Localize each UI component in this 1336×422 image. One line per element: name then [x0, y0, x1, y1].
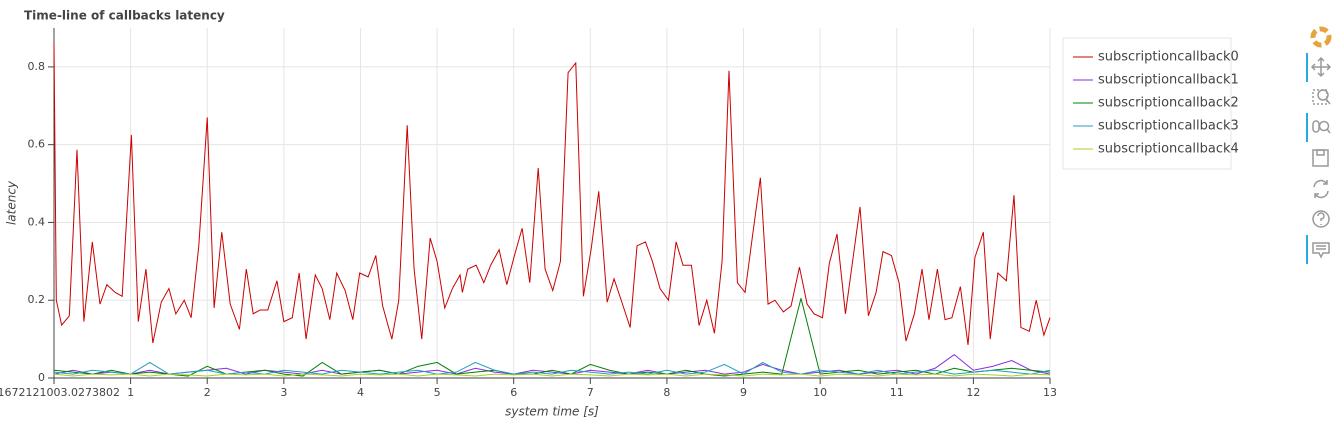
- x-tick-label: 4: [357, 386, 364, 399]
- y-tick-label: 0: [38, 371, 45, 384]
- x-tick-label: 7: [587, 386, 594, 399]
- legend-label: subscriptioncallback1: [1098, 73, 1239, 88]
- series-line: [53, 373, 1051, 377]
- help-tool[interactable]: [1312, 210, 1330, 228]
- wheel-zoom-tool[interactable]: [1312, 120, 1331, 134]
- y-tick-label: 0.2: [28, 293, 46, 306]
- x-tick-label: 13: [1043, 386, 1057, 399]
- legend-label: subscriptioncallback2: [1098, 96, 1239, 111]
- x-tick-label: 6: [510, 386, 517, 399]
- series-line: [53, 354, 1051, 375]
- chart-title: Time-line of callbacks latency: [24, 9, 225, 23]
- y-tick-label: 0.4: [28, 215, 46, 228]
- bokeh-logo[interactable]: [1310, 26, 1332, 48]
- x-tick-label: 9: [740, 386, 747, 399]
- legend-label: subscriptioncallback3: [1098, 119, 1239, 134]
- save-tool[interactable]: [1312, 149, 1329, 167]
- legend-label: subscriptioncallback0: [1098, 50, 1239, 65]
- series-line: [53, 361, 1051, 375]
- x-tick-label: 5: [434, 386, 441, 399]
- toolbar: [1306, 26, 1332, 264]
- x-tick-label: 12: [966, 386, 980, 399]
- x-tick-label: 10: [813, 386, 827, 399]
- x-tick-label: 3: [280, 386, 287, 399]
- active-indicator: [1306, 53, 1308, 82]
- y-tick-label: 0.6: [28, 138, 46, 151]
- y-axis-label: latency: [5, 180, 19, 225]
- series-line: [53, 43, 1051, 346]
- x-axis-label: system time [s]: [505, 405, 599, 419]
- y-tick-label: 0.8: [28, 60, 46, 73]
- pan-tool[interactable]: [1310, 56, 1332, 78]
- active-indicator: [1306, 113, 1308, 142]
- x-tick-label: 1: [127, 386, 134, 399]
- x-tick-label: 2: [204, 386, 211, 399]
- active-indicator: [1306, 235, 1308, 264]
- series-line: [53, 298, 1051, 377]
- box-zoom-tool[interactable]: [1312, 89, 1331, 105]
- x-tick-label: 0+1672121003.0273802: [0, 386, 120, 399]
- hover-tool[interactable]: [1312, 242, 1330, 259]
- x-tick-label: 8: [663, 386, 670, 399]
- reset-tool[interactable]: [1313, 179, 1329, 199]
- legend-label: subscriptioncallback4: [1098, 142, 1239, 157]
- x-tick-label: 11: [890, 386, 904, 399]
